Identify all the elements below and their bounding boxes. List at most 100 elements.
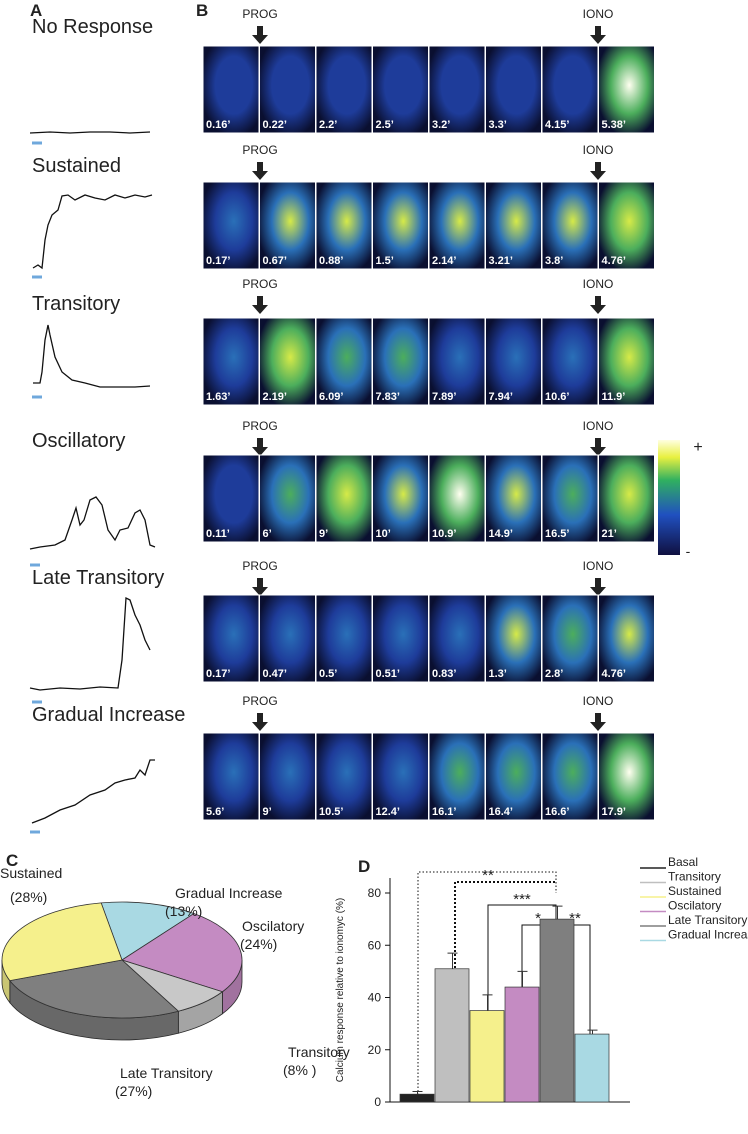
micrograph (598, 45, 655, 134)
significance-label: *** (513, 891, 531, 908)
time-label: 4.76’ (602, 668, 626, 680)
time-label: 0.47’ (263, 668, 287, 680)
time-label: 2.8’ (545, 668, 563, 680)
micrograph (541, 45, 599, 134)
stimulus-label: IONO (583, 143, 614, 157)
stimulus-label: PROG (242, 143, 277, 157)
time-label: 0.17’ (206, 668, 230, 680)
y-tick-label: 60 (368, 938, 382, 952)
time-label: 7.89’ (432, 391, 456, 403)
time-label: 6.09’ (319, 391, 343, 403)
time-label: 10’ (376, 528, 391, 540)
time-label: 2.5’ (376, 119, 394, 131)
arrow (590, 296, 606, 314)
significance-label: ** (482, 867, 494, 884)
micrograph (428, 594, 486, 683)
time-label: 16.5’ (545, 528, 569, 540)
legend-label: Oscilatory (668, 899, 721, 913)
pie-slice (100, 901, 195, 961)
micrograph (541, 181, 599, 270)
time-label: 7.94’ (489, 391, 513, 403)
time-label: 17.9’ (602, 806, 626, 818)
time-label: 16.4’ (489, 806, 513, 818)
legend-label: Gradual Increase (668, 928, 748, 942)
stimulus-label: IONO (583, 694, 614, 708)
pie-value-label: (13%) (165, 903, 202, 919)
time-label: 12.4’ (376, 806, 400, 818)
pie-slice (9, 959, 180, 1019)
arrow (252, 578, 268, 596)
time-label: 1.5’ (376, 255, 394, 267)
micrograph (541, 732, 599, 821)
stimulus-label: PROG (242, 277, 277, 291)
micrograph (598, 454, 655, 543)
micrograph (485, 181, 542, 270)
stimulus-label: PROG (242, 694, 277, 708)
stimulus-label: IONO (583, 419, 614, 433)
trace (29, 131, 151, 134)
arrow (252, 713, 268, 731)
colorbar-max: + (693, 439, 702, 456)
stimulus-label: PROG (242, 559, 277, 573)
bar (504, 986, 540, 1103)
row-name: Transitory (32, 293, 120, 315)
time-label: 3.3’ (489, 119, 507, 131)
time-label: 3.21’ (489, 255, 513, 267)
traces (29, 131, 156, 834)
trace (29, 596, 151, 691)
y-tick-label: 20 (368, 1043, 382, 1057)
y-tick-label: 80 (368, 886, 382, 900)
pie-value-label: (27%) (115, 1083, 152, 1099)
time-label: 2.2’ (319, 119, 337, 131)
y-axis-label: Calcium response relative to ionomyc (%) (335, 898, 346, 1083)
arrow (590, 26, 606, 44)
row-name: Oscillatory (32, 430, 125, 452)
stimulus-label: IONO (583, 277, 614, 291)
micrograph (259, 594, 316, 683)
colorbar (658, 440, 680, 555)
bar (574, 1033, 610, 1103)
stimulus-label: PROG (242, 7, 277, 21)
pie-value-label: (24%) (240, 936, 277, 952)
micrograph (598, 317, 655, 406)
legend-label: Transitory (668, 870, 721, 884)
y-tick-label: 0 (374, 1095, 381, 1109)
micrograph (428, 181, 486, 270)
micrograph (259, 45, 316, 134)
time-label: 4.15’ (545, 119, 569, 131)
row-name: Gradual Increase (32, 704, 185, 726)
micrograph (428, 45, 486, 134)
error-bar (587, 1029, 598, 1035)
panel-label: D (358, 857, 370, 876)
micrograph (372, 45, 429, 134)
time-label: 0.17’ (206, 255, 230, 267)
pie-label: Late Transitory (120, 1065, 213, 1081)
y-tick-label: 40 (368, 991, 382, 1005)
trace (32, 194, 153, 270)
time-label: 6’ (263, 528, 272, 540)
arrow (252, 438, 268, 456)
bar (399, 1093, 435, 1103)
stimulus-label: PROG (242, 419, 277, 433)
colorbar-min: - (686, 543, 691, 559)
micrograph (202, 45, 260, 134)
legend-label: Sustained (668, 884, 721, 898)
time-label: 0.83’ (432, 668, 456, 680)
micrograph (372, 594, 429, 683)
micrograph (598, 181, 655, 270)
arrow (252, 162, 268, 180)
bar (434, 968, 470, 1103)
significance-label: ** (569, 910, 581, 927)
pie-label: Gradual Increase (175, 885, 283, 901)
time-label: 21’ (602, 528, 617, 540)
error-bar (412, 1091, 423, 1095)
micrograph (428, 317, 486, 406)
arrow (590, 578, 606, 596)
trace (33, 324, 151, 388)
pie-label: Sustained (0, 865, 62, 881)
legend-label: Basal (668, 855, 698, 869)
time-label: 0.88’ (319, 255, 343, 267)
micrograph (541, 594, 599, 683)
significance-label: * (535, 910, 541, 927)
